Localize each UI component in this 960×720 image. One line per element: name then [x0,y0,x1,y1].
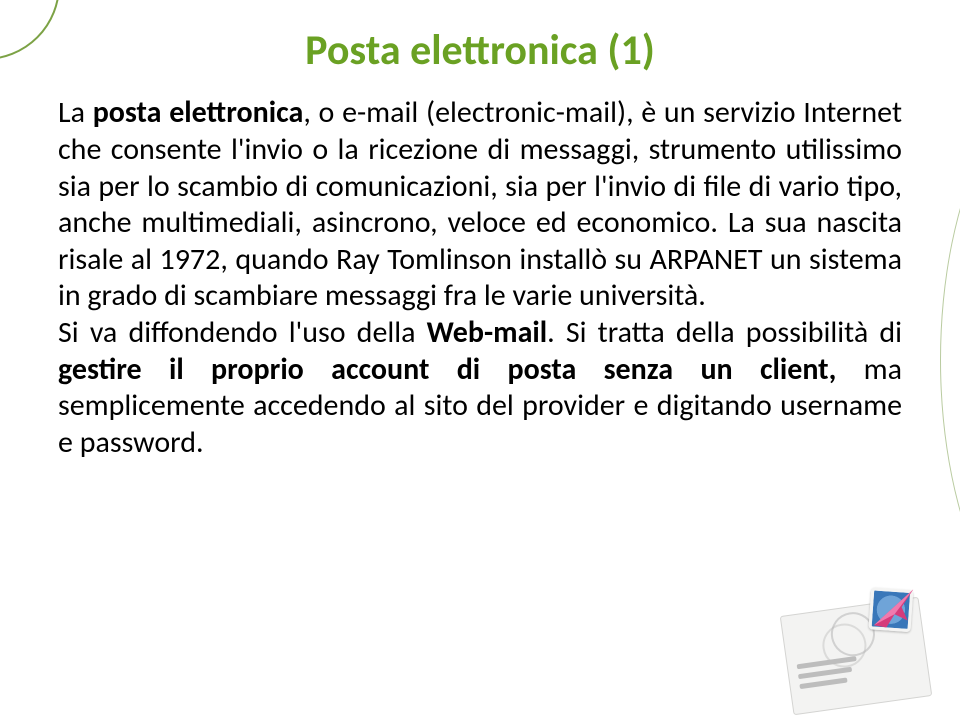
slide: Posta elettronica (1) La posta elettroni… [0,0,960,720]
paragraph: Si va diffondendo l'uso della Web-mail. … [58,315,902,461]
envelope-image [780,597,933,716]
text-run: . Si tratta della possibilità di [547,314,902,351]
text-run: Si va diffondendo l'uso della [58,314,427,351]
paper-plane-icon [870,589,919,631]
text-run: La [58,94,93,131]
corner-ring-top-left [0,0,60,60]
bold-run: gestire il proprio account di posta senz… [58,351,836,388]
side-ring-right [940,55,960,665]
slide-title: Posta elettronica (1) [58,28,902,73]
bold-run: Web-mail [427,314,547,351]
slide-body: La posta elettronica, o e-mail (electron… [58,95,902,461]
bold-run: posta elettronica [93,94,304,131]
paragraph: La posta elettronica, o e-mail (electron… [58,95,902,315]
